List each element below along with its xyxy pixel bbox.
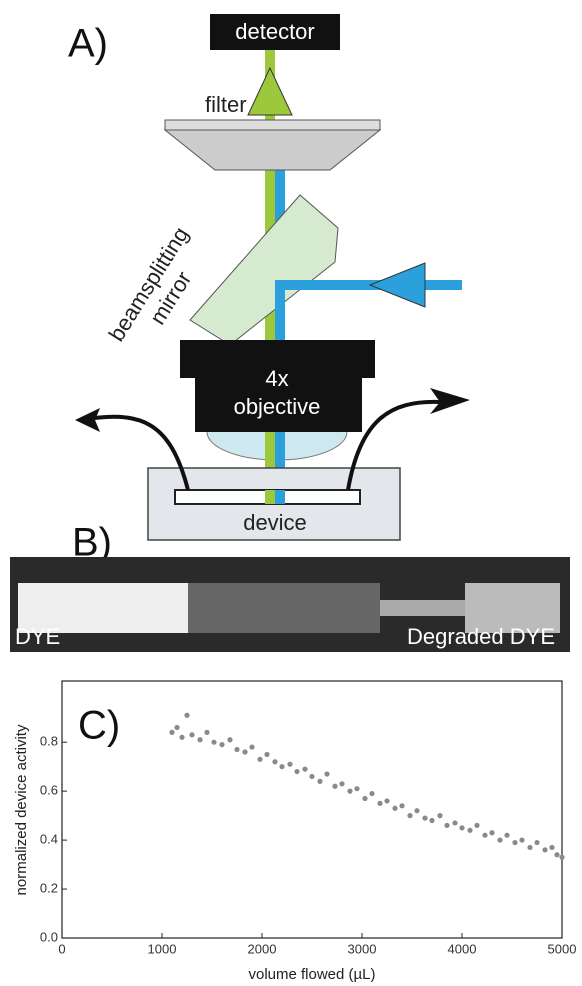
data-point: [197, 737, 202, 742]
data-point: [211, 740, 216, 745]
data-point: [264, 752, 269, 757]
objective-label: objective: [234, 394, 321, 419]
data-point: [189, 732, 194, 737]
data-point: [542, 847, 547, 852]
data-point: [459, 825, 464, 830]
y-tick-label: 0.8: [40, 734, 58, 749]
data-point: [279, 764, 284, 769]
data-point: [534, 840, 539, 845]
data-point: [467, 828, 472, 833]
data-point: [444, 823, 449, 828]
data-point: [482, 833, 487, 838]
data-point: [272, 759, 277, 764]
filter-body: [165, 130, 380, 170]
data-point: [347, 789, 352, 794]
data-point: [249, 744, 254, 749]
x-tick-label: 3000: [348, 941, 377, 956]
emission-arrow: [248, 68, 292, 115]
filled-region: [188, 583, 380, 633]
filter-label: filter: [205, 92, 247, 117]
excitation-arrow: [370, 263, 425, 307]
data-point: [257, 757, 262, 762]
excitation-beam: [280, 285, 462, 345]
narrow-channel: [380, 600, 465, 616]
data-point: [377, 801, 382, 806]
image-label: DYE: [15, 624, 60, 649]
x-tick-label: 2000: [248, 941, 277, 956]
data-point: [554, 852, 559, 857]
data-point: [384, 798, 389, 803]
data-point: [204, 730, 209, 735]
data-point: [452, 820, 457, 825]
data-point: [497, 837, 502, 842]
beamsplitting-mirror: [190, 195, 338, 345]
x-axis-label: volume flowed (µL): [248, 966, 375, 983]
data-point: [429, 818, 434, 823]
x-tick-label: 4000: [448, 941, 477, 956]
data-point: [354, 786, 359, 791]
data-point: [437, 813, 442, 818]
detector-label: detector: [235, 19, 315, 44]
plot-frame: [62, 681, 562, 938]
data-point: [227, 737, 232, 742]
data-point: [504, 833, 509, 838]
data-point: [287, 762, 292, 767]
data-point: [332, 784, 337, 789]
data-point: [174, 725, 179, 730]
y-tick-label: 0.6: [40, 783, 58, 798]
data-point: [362, 796, 367, 801]
data-point: [559, 855, 564, 860]
panel-label: A): [68, 22, 108, 66]
data-point: [324, 771, 329, 776]
data-point: [179, 735, 184, 740]
data-point: [519, 837, 524, 842]
x-tick-label: 1000: [148, 941, 177, 956]
data-point: [414, 808, 419, 813]
y-axis-label: normalized device activity: [13, 724, 30, 895]
data-point: [169, 730, 174, 735]
image-label: Degraded DYE: [407, 624, 555, 649]
plot: 0.0 0.2 0.4 0.6 0.8 0 1000 2000 3000 4000 5000: [40, 681, 577, 956]
data-point: [369, 791, 374, 796]
data-point: [512, 840, 517, 845]
data-point: [339, 781, 344, 786]
x-tick-label: 5000: [548, 941, 577, 956]
filter-top: [165, 120, 380, 130]
data-point: [309, 774, 314, 779]
data-point: [184, 713, 189, 718]
figure: A) detector filter beamsplitting mirror …: [0, 0, 582, 986]
data-point: [407, 813, 412, 818]
y-tick-label: 0.2: [40, 880, 58, 895]
data-point: [474, 823, 479, 828]
data-point: [317, 779, 322, 784]
data-point: [234, 747, 239, 752]
data-point: [422, 815, 427, 820]
device-label: device: [243, 510, 307, 535]
data-point: [399, 803, 404, 808]
data-point: [294, 769, 299, 774]
green-beam: [265, 490, 275, 504]
data-point: [527, 845, 532, 850]
inlet-arrow: [75, 408, 100, 432]
y-tick-label: 0.0: [40, 929, 58, 944]
data-point: [549, 845, 554, 850]
y-tick-label: 0.4: [40, 832, 58, 847]
blue-beam: [275, 490, 285, 504]
x-tick-label: 0: [58, 941, 65, 956]
panel-label: C): [78, 704, 120, 748]
data-point: [219, 742, 224, 747]
data-point: [302, 767, 307, 772]
data-point: [489, 830, 494, 835]
data-point: [242, 749, 247, 754]
objective-label: 4x: [265, 366, 288, 391]
data-point: [392, 806, 397, 811]
